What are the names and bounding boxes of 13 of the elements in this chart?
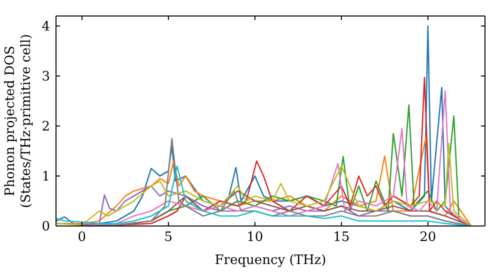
y-tick-label: 0 (42, 220, 50, 235)
line-series (56, 165, 472, 226)
x-tick-label: 5 (164, 230, 173, 246)
x-tick-label: 0 (78, 230, 86, 246)
x-axis-title: Frequency (THz) (214, 253, 326, 268)
y-axis-title: Phonon projected DOS (States/THz·primitive cell) (3, 34, 34, 208)
x-tick-label: 15 (333, 230, 350, 246)
x-tick-label: 10 (246, 230, 264, 246)
y-tick-label: 3 (42, 70, 50, 85)
x-tick-label: 20 (420, 230, 436, 246)
y-tick-label: 2 (42, 120, 50, 135)
y-tick-label: 1 (42, 170, 50, 185)
y-tick-label: 4 (42, 20, 50, 35)
